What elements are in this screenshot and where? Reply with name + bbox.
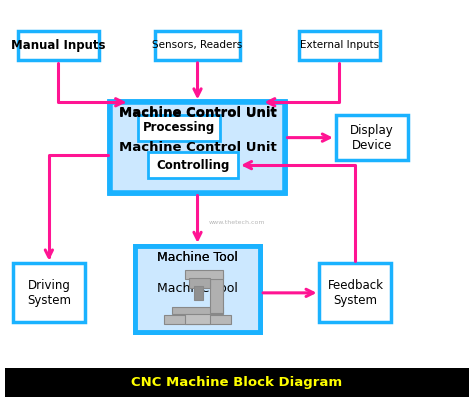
FancyBboxPatch shape	[155, 30, 240, 60]
Text: Display
Device: Display Device	[350, 124, 393, 152]
Bar	[185, 313, 210, 324]
Text: Machine Control Unit: Machine Control Unit	[118, 141, 276, 154]
FancyBboxPatch shape	[138, 115, 219, 141]
FancyBboxPatch shape	[18, 30, 99, 60]
Bar	[185, 270, 223, 279]
FancyBboxPatch shape	[13, 263, 85, 322]
FancyBboxPatch shape	[110, 102, 284, 192]
Bar	[189, 277, 210, 288]
Bar	[173, 307, 223, 314]
Text: Machine Tool: Machine Tool	[157, 251, 238, 264]
Text: CNC Machine Block Diagram: CNC Machine Block Diagram	[131, 376, 343, 389]
Text: Processing: Processing	[143, 121, 215, 134]
Text: Feedback
System: Feedback System	[328, 279, 383, 307]
FancyBboxPatch shape	[135, 246, 260, 332]
Bar	[5, 367, 469, 397]
Text: Machine Control Unit: Machine Control Unit	[118, 107, 276, 120]
Text: www.thetech.com: www.thetech.com	[209, 220, 265, 225]
FancyBboxPatch shape	[135, 246, 260, 332]
FancyBboxPatch shape	[147, 152, 238, 178]
FancyBboxPatch shape	[319, 263, 392, 322]
Text: Sensors, Readers: Sensors, Readers	[152, 40, 243, 50]
FancyBboxPatch shape	[299, 30, 380, 60]
Bar	[194, 286, 202, 300]
FancyBboxPatch shape	[336, 115, 408, 160]
Bar	[164, 315, 231, 324]
Text: Manual Inputs: Manual Inputs	[11, 39, 105, 52]
Text: Driving
System: Driving System	[27, 279, 71, 307]
Bar	[210, 274, 223, 313]
Text: Machine Tool: Machine Tool	[157, 251, 238, 264]
FancyBboxPatch shape	[110, 102, 284, 192]
Text: Machine Tool: Machine Tool	[157, 282, 238, 296]
Text: External Inputs: External Inputs	[300, 40, 379, 50]
Text: Controlling: Controlling	[156, 159, 229, 172]
Text: Machine Control Unit: Machine Control Unit	[118, 105, 276, 119]
